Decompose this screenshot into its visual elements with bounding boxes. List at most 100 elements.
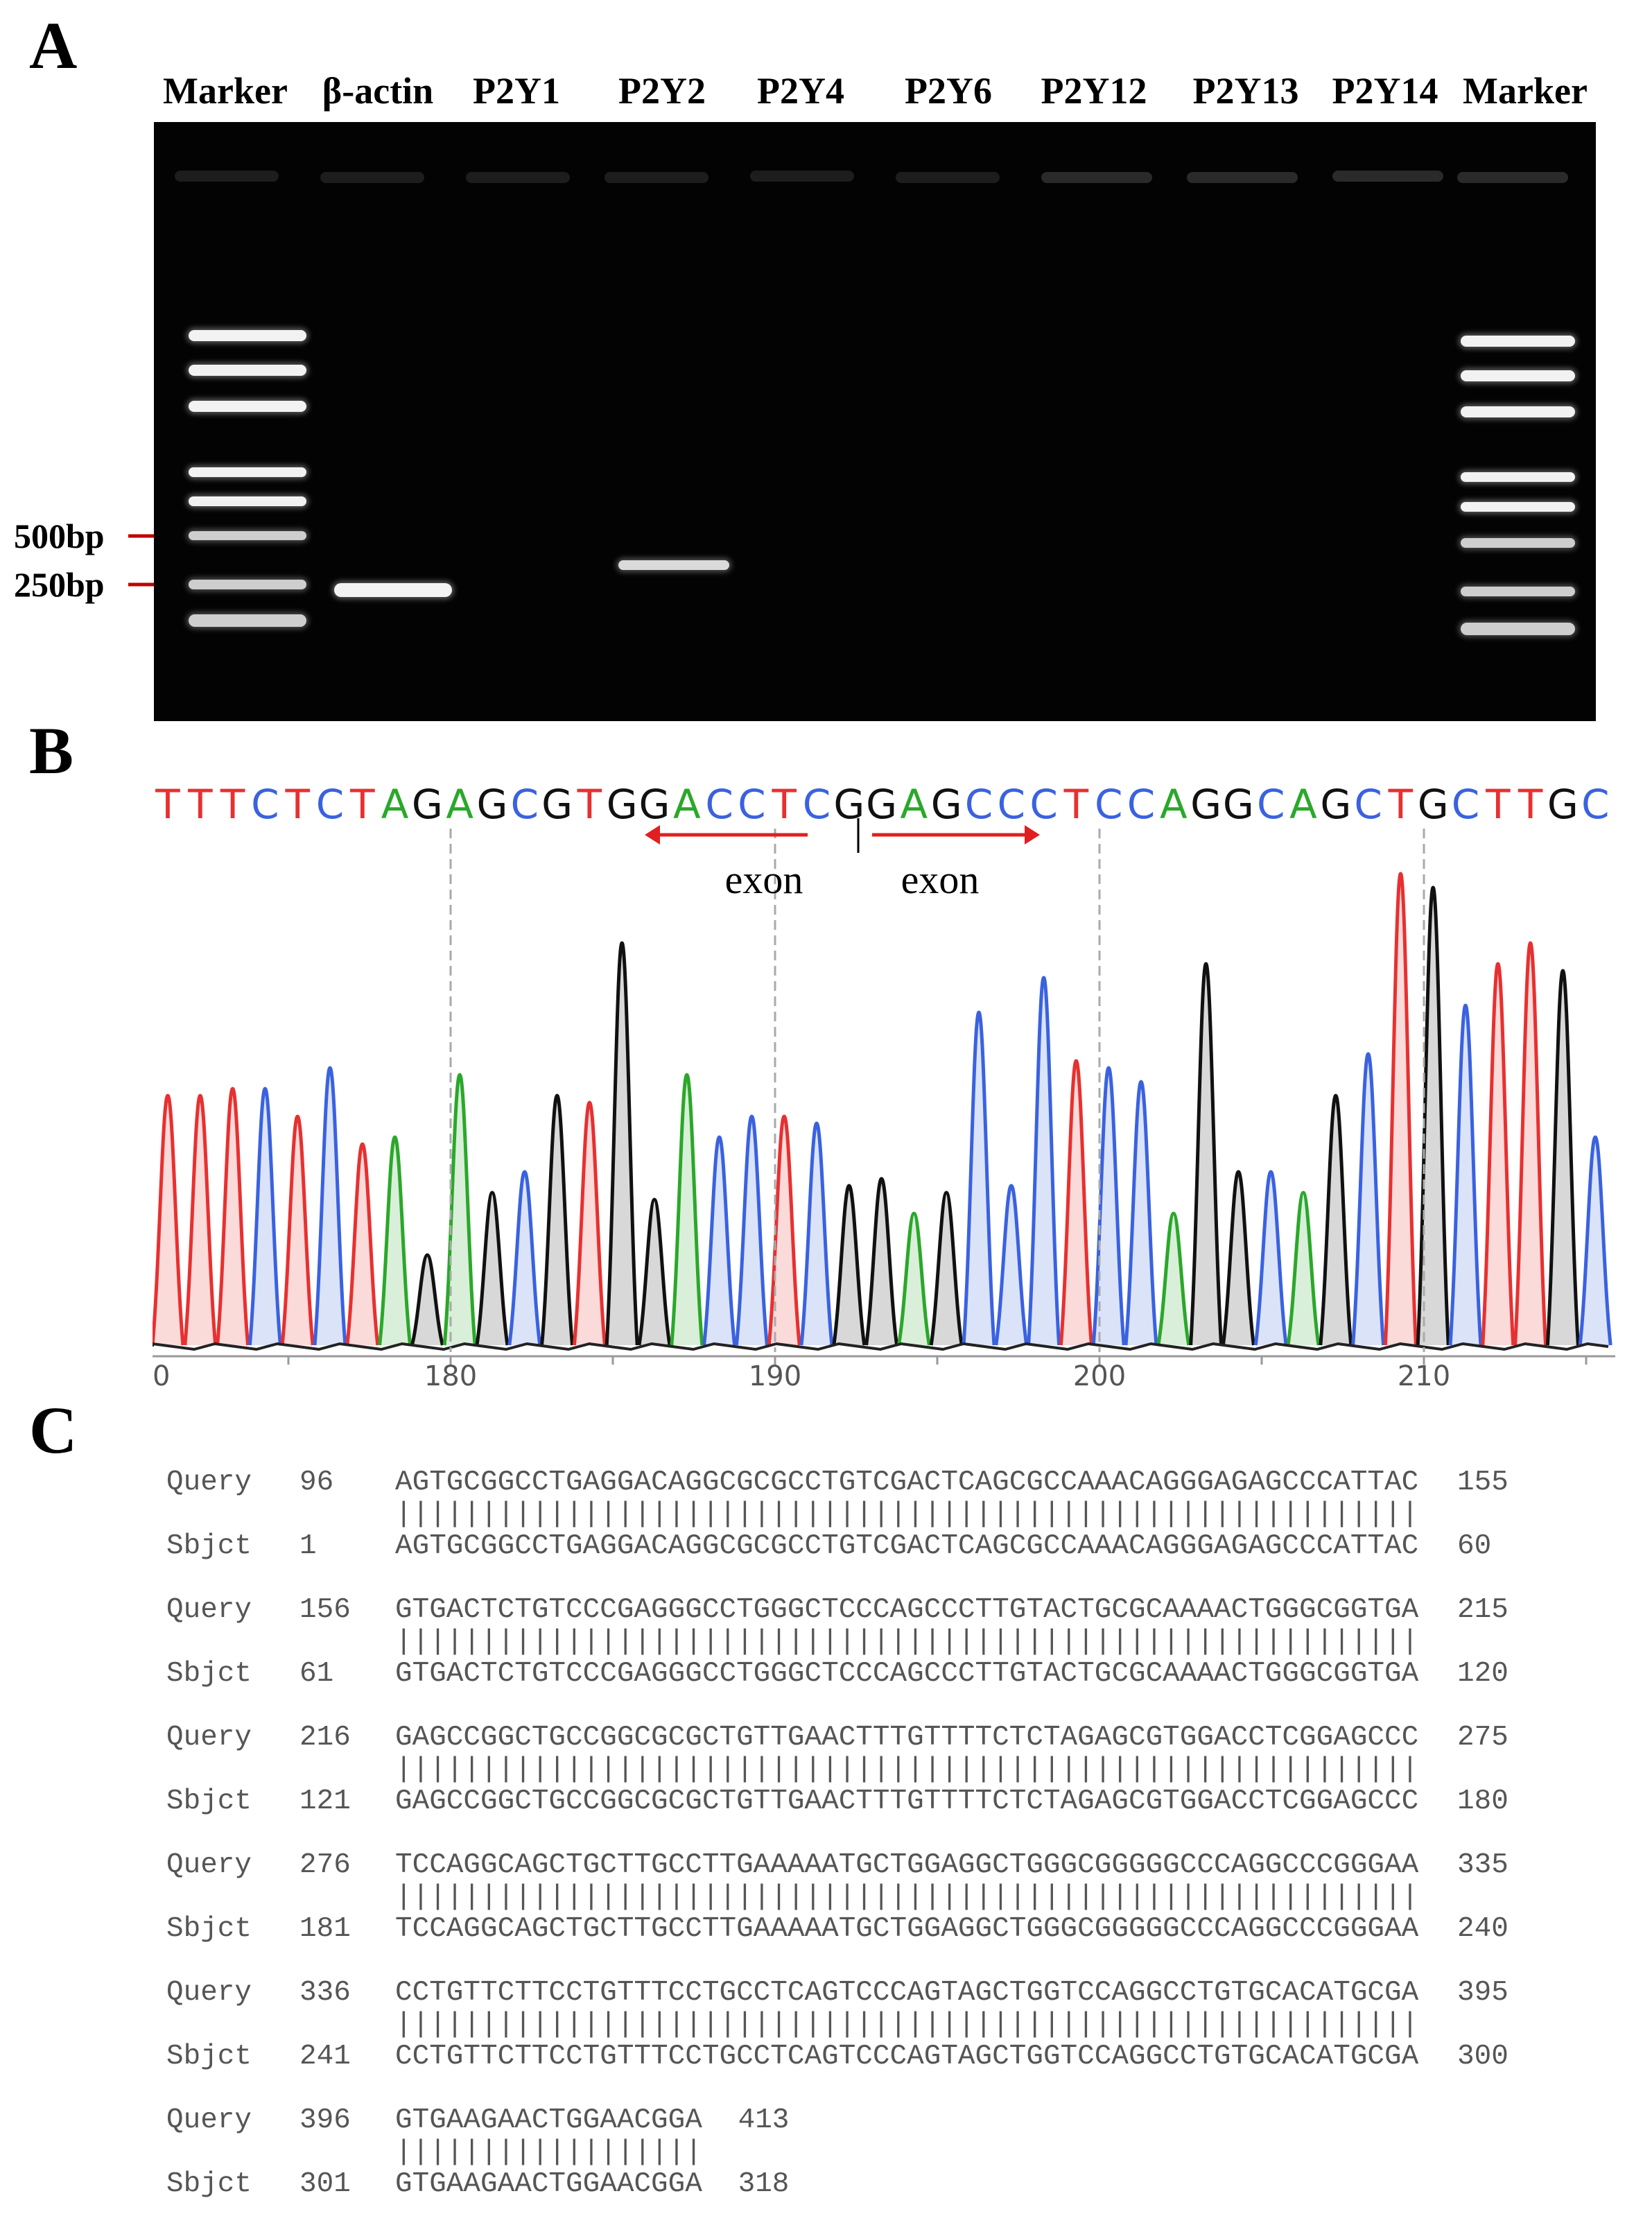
- peak-fill: [184, 1096, 216, 1345]
- trace-peak: [1156, 1211, 1191, 1346]
- base-call: C: [1095, 784, 1123, 828]
- query-start: 156: [299, 1594, 351, 1626]
- lane-label-marker-left: Marker: [163, 70, 288, 112]
- peak-fill: [1093, 1068, 1124, 1345]
- base-call: A: [673, 784, 701, 828]
- query-label: Query: [166, 1977, 252, 2009]
- axis-tick-label: 200: [1073, 1360, 1126, 1392]
- subject-start: 1: [299, 1530, 317, 1562]
- subject-end: 60: [1457, 1530, 1492, 1562]
- peak-fill: [1450, 1005, 1481, 1345]
- peak-fill: [1223, 1172, 1254, 1345]
- trace-peak: [540, 1093, 575, 1346]
- subject-start: 241: [299, 2041, 351, 2073]
- ladder-band: [1461, 472, 1575, 482]
- size-label-250bp: 250bp: [14, 565, 105, 604]
- exon-left-label: exon: [725, 857, 803, 902]
- match-bars: ||||||||||||||||||||||||||||||||||||||||…: [395, 1498, 1419, 1530]
- query-sequence: GTGACTCTGTCCCGAGGGCCTGGGCTCCCAGCCCTTGTAC…: [395, 1594, 1419, 1626]
- trace-peak: [1448, 1003, 1483, 1346]
- peak-fill: [671, 1075, 702, 1345]
- query-end: 215: [1457, 1594, 1508, 1626]
- query-start: 336: [299, 1977, 351, 2009]
- base-call: C: [316, 784, 345, 828]
- lane-label-marker-right: Marker: [1463, 70, 1588, 112]
- trace-peak: [1253, 1170, 1288, 1346]
- base-call: C: [998, 784, 1026, 828]
- trace-peak: [637, 1197, 672, 1346]
- base-call: T: [187, 784, 213, 828]
- query-sequence: GTGAAGAACTGGAACGGA: [395, 2104, 702, 2136]
- subject-end: 300: [1457, 2041, 1508, 2073]
- size-label-500bp: 500bp: [14, 517, 105, 555]
- base-call: G: [1418, 784, 1449, 828]
- subject-start: 181: [299, 1913, 351, 1945]
- query-label: Query: [166, 1722, 252, 1754]
- peak-fill: [379, 1137, 410, 1345]
- ladder-band: [189, 531, 306, 540]
- query-end: 413: [738, 2104, 790, 2136]
- subject-start: 121: [299, 1785, 351, 1817]
- base-call: C: [1452, 784, 1480, 828]
- base-call: T: [1063, 784, 1089, 828]
- base-call: T: [220, 784, 245, 828]
- subject-start: 301: [299, 2168, 351, 2200]
- trace-peak: [799, 1121, 834, 1346]
- axis-tick-label: 190: [749, 1360, 801, 1392]
- gel-well: [1041, 172, 1152, 183]
- axis-tick-label: 180: [424, 1360, 477, 1392]
- match-bars: ||||||||||||||||||||||||||||||||||||||||…: [395, 1626, 1419, 1658]
- match-bars: ||||||||||||||||||||||||||||||||||||||||…: [395, 1881, 1419, 1913]
- subject-label: Sbjct: [166, 2041, 252, 2073]
- ladder-band: [189, 580, 306, 589]
- p2y2-band: [618, 560, 729, 570]
- base-call: G: [931, 784, 962, 828]
- ladder-band: [1461, 538, 1575, 548]
- peak-fill: [1547, 971, 1579, 1345]
- peak-fill: [315, 1068, 345, 1345]
- base-call: T: [1388, 784, 1414, 828]
- peak-fill: [898, 1213, 930, 1345]
- base-call: G: [1320, 784, 1351, 828]
- peak-fill: [995, 1186, 1027, 1345]
- base-call: T: [1518, 784, 1543, 828]
- base-call: T: [155, 784, 180, 828]
- base-call: T: [349, 784, 375, 828]
- base-call: T: [577, 784, 602, 828]
- peak-fill: [1028, 978, 1059, 1345]
- subject-sequence: GTGACTCTGTCCCGAGGGCCTGGGCTCCCAGCCCTTGTAC…: [395, 1658, 1419, 1690]
- base-call: T: [771, 784, 797, 828]
- ladder-band: [1461, 587, 1575, 596]
- trace-peak: [962, 1010, 996, 1346]
- base-call: C: [1354, 784, 1382, 828]
- trace-peak: [475, 1191, 510, 1346]
- base-call: A: [381, 784, 409, 828]
- lane-label-p2y2: P2Y2: [618, 70, 706, 112]
- panel-a-label: A: [29, 8, 78, 83]
- base-call: C: [1257, 784, 1285, 828]
- axis-tick-label-partial: 0: [153, 1360, 170, 1392]
- match-bars: ||||||||||||||||||: [395, 2136, 702, 2168]
- trace-peak: [1383, 872, 1418, 1346]
- subject-sequence: GTGAAGAACTGGAACGGA: [395, 2168, 702, 2200]
- gel-well: [466, 172, 570, 183]
- trace-peak: [832, 1184, 867, 1346]
- gel-well: [1187, 172, 1298, 183]
- subject-sequence: AGTGCGGCCTGAGGACAGGCGCGCCTGTCGACTCAGCGCC…: [395, 1530, 1419, 1562]
- gel-well: [605, 172, 708, 183]
- peak-fill: [1353, 1054, 1384, 1345]
- peak-fill: [1385, 874, 1416, 1345]
- peak-fill: [769, 1116, 800, 1345]
- trace-peak: [1286, 1191, 1321, 1346]
- peak-fill: [574, 1102, 605, 1345]
- query-sequence: GAGCCGGCTGCCGGCGCGCTGTTGAACTTTGTTTTCTCTA…: [395, 1722, 1419, 1754]
- peak-fill: [1126, 1082, 1156, 1345]
- trace-peak: [1578, 1135, 1612, 1346]
- base-call: G: [412, 784, 443, 828]
- query-label: Query: [166, 1594, 252, 1626]
- peak-fill: [866, 1179, 897, 1345]
- base-call: C: [1581, 784, 1610, 828]
- peak-fill: [801, 1123, 832, 1345]
- trace-peak: [1189, 962, 1224, 1346]
